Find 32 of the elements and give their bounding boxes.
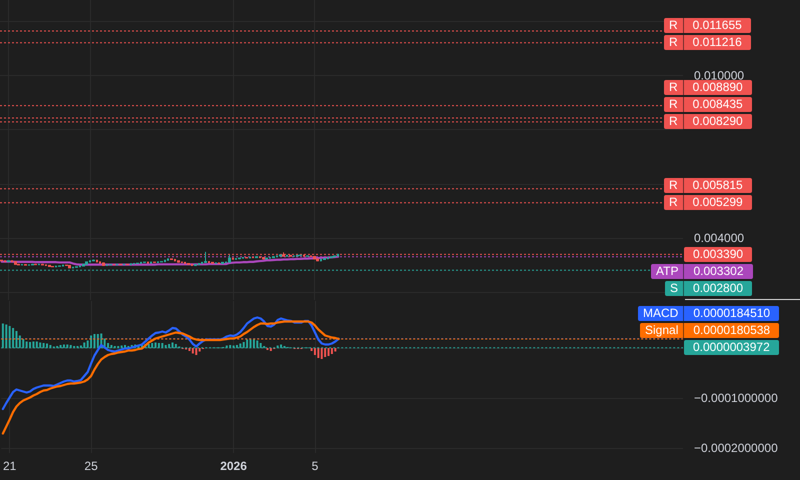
ref-line-label: R — [668, 178, 679, 194]
text: 0.008435 — [682, 97, 752, 112]
ref-line-label: R — [668, 80, 679, 96]
ref-line-label: R — [668, 35, 679, 50]
text: 0.005299 — [682, 195, 752, 210]
ref-line-label: R — [668, 18, 679, 34]
text: 0.008890 — [682, 80, 752, 96]
y-tick-label: −0.0001000000 — [694, 391, 778, 405]
y-tick-label: 0.004000 — [694, 230, 744, 245]
ref-line-label: R — [668, 195, 679, 210]
ref-line-label: MACD — [642, 306, 680, 322]
y-tick-label: −0.0002000000 — [694, 441, 778, 455]
ref-line-label: R — [668, 97, 679, 112]
text: 0.005815 — [682, 178, 752, 194]
ref-line-label: S — [669, 280, 680, 296]
x-tick-label: 25 — [84, 459, 98, 473]
x-tick-label: 2026 — [220, 459, 248, 473]
text: 0.0000003972 — [684, 340, 779, 356]
text: 0.0000184510 — [683, 306, 780, 322]
text: 0.011216 — [682, 35, 751, 50]
ref-line-label: R — [668, 114, 679, 130]
x-tick-label: 5 — [312, 459, 319, 473]
ref-line-label: ATP — [655, 264, 680, 279]
x-tick-label: 21 — [2, 459, 17, 473]
ref-line-label: Signal — [644, 323, 680, 338]
text: 0.002800 — [683, 280, 752, 296]
text: 0.003302 — [683, 264, 753, 279]
text: 0.0000180538 — [683, 323, 780, 338]
y-tick-label: 0.010000 — [694, 68, 744, 83]
text: 0.003390 — [684, 246, 752, 262]
text: 0.008290 — [682, 114, 752, 130]
text: 0.011655 — [682, 18, 751, 34]
